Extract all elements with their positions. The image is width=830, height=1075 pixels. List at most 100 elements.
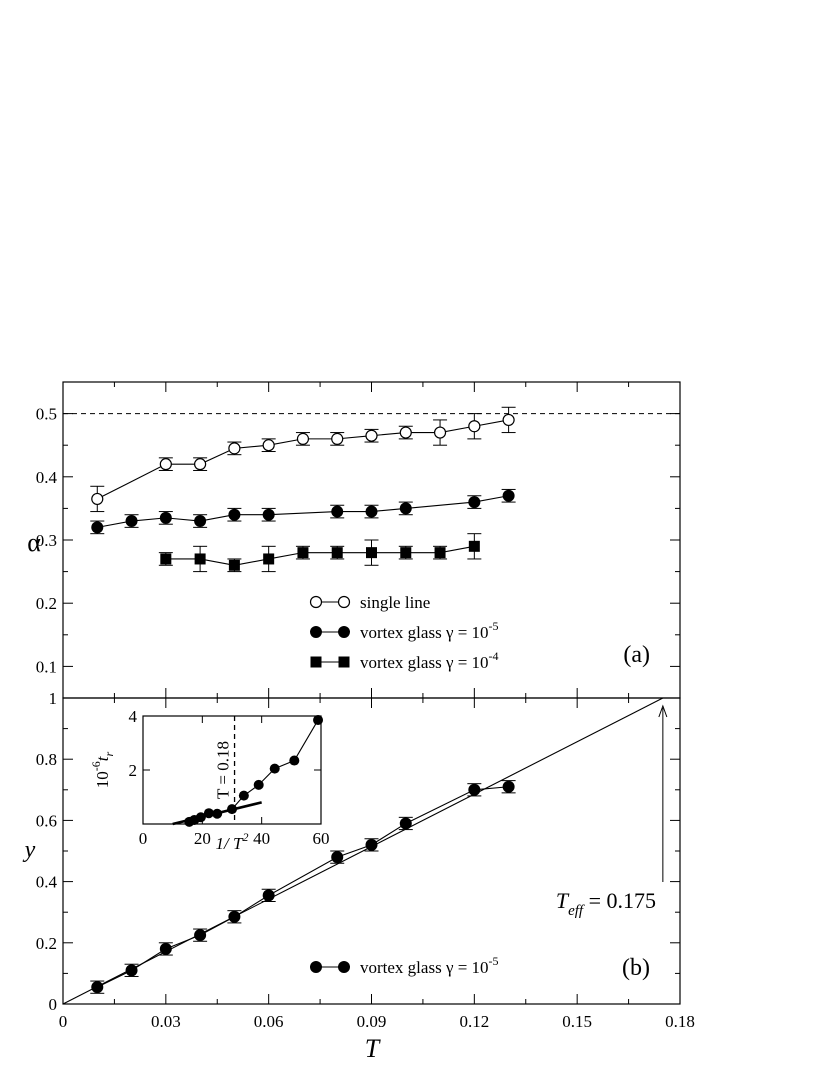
a-series-0-point <box>262 439 275 452</box>
inset-ticks-layer: 0 20 40 60 2 4 1/ T2 10-6tr <box>89 707 330 853</box>
b-xtick-label: 0.03 <box>151 1012 181 1031</box>
b-ytick-label: 0 <box>49 995 58 1014</box>
a-ytick-label: 0.2 <box>36 594 57 613</box>
inset-point <box>227 804 237 815</box>
a-series-2-line <box>165 545 475 566</box>
b-series-point <box>159 942 172 955</box>
a-series-0-point <box>502 413 515 427</box>
a-series-0-point <box>296 432 310 445</box>
a-series-0-point <box>159 458 172 471</box>
b-xtick-label: 0 <box>59 1012 68 1031</box>
a-series-1-point <box>194 515 207 528</box>
b-ytick-label: 0.8 <box>36 750 57 769</box>
a-series-0-line <box>97 419 509 500</box>
a-series-0-point <box>228 442 241 455</box>
a-series-2-point <box>434 547 446 559</box>
inset-xtick-label: 0 <box>139 829 148 848</box>
b-xtick-label: 0.12 <box>459 1012 489 1031</box>
a-legend-swatch-marker <box>310 656 322 668</box>
panel-b-xlabel: T <box>365 1034 381 1063</box>
b-legend-label: vortex glass γ = 10-5 <box>360 954 499 977</box>
a-series-2-point <box>400 547 412 559</box>
b-series-point <box>331 851 344 864</box>
a-series-2-point <box>194 553 206 565</box>
b-xtick-label: 0.18 <box>665 1012 695 1031</box>
teff-annotation: Teff = 0.175 <box>556 704 668 919</box>
inset-vline-label: T = 0.18 <box>214 741 233 799</box>
a-series-2-point <box>263 553 275 565</box>
a-legend: single line vortex glass γ = 10-5 vortex g… <box>309 593 499 672</box>
inset-xtick-label: 60 <box>313 829 330 848</box>
inset-point <box>253 779 264 790</box>
a-ytick-label: 0.3 <box>36 531 57 550</box>
a-series-1-point <box>262 508 275 521</box>
a-series-2-point <box>160 553 172 565</box>
b-xtick-label: 0.09 <box>357 1012 387 1031</box>
b-ytick-label: 1 <box>49 689 58 708</box>
panel-b: 00.20.40.60.810 0.03 0.06 0.09 0.12 0.15 0.18 … <box>23 689 695 1063</box>
a-series-1-point <box>125 515 138 528</box>
a-series-0-point <box>433 426 447 439</box>
a-ticks-layer: 0.1 0.2 0.3 0.4 0.5 <box>36 382 680 698</box>
a-ytick-label: 0.1 <box>36 657 57 676</box>
inset-ytick-label: 4 <box>129 707 138 726</box>
a-series-0-point <box>399 426 412 439</box>
b-xtick-label: 0.15 <box>562 1012 592 1031</box>
b-ytick-label: 0.4 <box>36 873 58 892</box>
b-series-point <box>194 929 207 942</box>
inset-plot-layer: T = 0.18 <box>172 715 324 827</box>
teff-label: Teff = 0.175 <box>556 888 656 919</box>
a-series-2-point <box>331 547 343 559</box>
a-series-0-point <box>331 432 344 445</box>
a-series-0-point <box>468 420 481 433</box>
inset-point <box>289 755 300 766</box>
a-series-2-point <box>468 540 480 552</box>
a-legend-label-2: vortex glass γ = 10-4 <box>360 649 499 672</box>
inset-ytick-label: 2 <box>129 761 138 780</box>
b-series-layer <box>90 780 516 994</box>
b-series-point <box>262 889 275 902</box>
inset-point <box>195 812 206 823</box>
a-series-1-point <box>468 496 481 509</box>
a-series-1-point <box>159 511 172 524</box>
inset-xtick-label: 40 <box>253 829 270 848</box>
b-series-point <box>468 783 481 796</box>
a-legend-label-1: vortex glass γ = 10-5 <box>360 619 499 642</box>
a-legend-swatch-marker <box>310 626 322 638</box>
a-legend-swatch-marker <box>309 595 323 609</box>
a-ytick-label: 0.5 <box>36 405 57 424</box>
a-series-1-point <box>228 508 241 521</box>
a-series-1-point <box>331 505 344 518</box>
a-series-layer <box>90 406 516 573</box>
a-legend-swatch-marker <box>338 626 350 638</box>
b-series-point <box>502 780 515 793</box>
b-series-point <box>91 981 104 994</box>
a-ytick-label: 0.4 <box>36 468 58 487</box>
a-series-2-point <box>366 547 377 559</box>
b-series-point <box>228 910 241 923</box>
inset-ylabel: 10-6tr <box>89 751 116 788</box>
a-series-1-point <box>399 502 412 515</box>
a-series-2-point <box>228 559 240 571</box>
a-series-0-point <box>365 429 378 442</box>
b-series-point <box>399 817 412 830</box>
b-ytick-label: 0.6 <box>36 811 57 830</box>
panel-b-tag: (b) <box>622 955 650 981</box>
inset-point <box>269 763 280 774</box>
inset-xtick-label: 20 <box>194 829 211 848</box>
a-series-2-point <box>297 547 309 559</box>
a-series-1-point <box>502 489 515 502</box>
panel-b-ylabel: y <box>23 837 36 863</box>
a-series-1-point <box>91 521 104 534</box>
b-xtick-label: 0.06 <box>254 1012 284 1031</box>
b-legend: vortex glass γ = 10-5 <box>310 954 499 977</box>
inset-point <box>212 808 223 819</box>
a-series-1-point <box>365 505 378 518</box>
inset: T = 0.18 0 20 40 60 2 4 1/ T2 10-6tr <box>89 707 330 853</box>
teff-arrow-head <box>658 704 668 718</box>
a-series-0-point <box>194 458 207 471</box>
inset-xlabel: 1/ T2 <box>216 830 249 853</box>
inset-point <box>238 790 249 801</box>
a-legend-label-0: single line <box>360 593 430 612</box>
